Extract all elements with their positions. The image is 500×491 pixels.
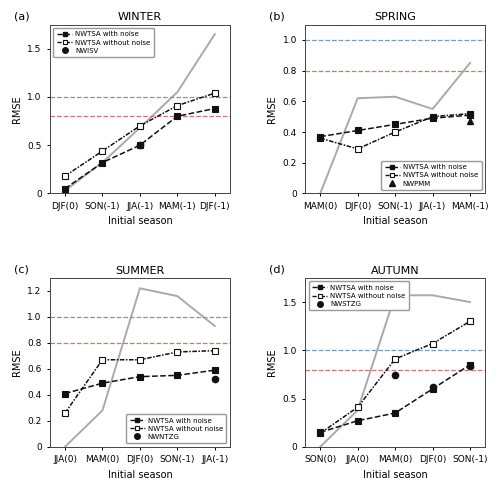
Legend: NWTSA with noise, NWTSA without noise, NWPMM: NWTSA with noise, NWTSA without noise, N…: [382, 161, 482, 190]
Text: (a): (a): [14, 11, 30, 22]
Y-axis label: RMSE: RMSE: [12, 95, 22, 123]
X-axis label: Initial season: Initial season: [362, 470, 428, 480]
Legend: NWTSA with noise, NWTSA without noise, NWSTZG: NWTSA with noise, NWTSA without noise, N…: [308, 281, 409, 310]
Title: AUTUMN: AUTUMN: [371, 266, 420, 276]
X-axis label: Initial season: Initial season: [362, 217, 428, 226]
Y-axis label: RMSE: RMSE: [267, 95, 277, 123]
Y-axis label: RMSE: RMSE: [12, 349, 22, 376]
Title: WINTER: WINTER: [118, 12, 162, 23]
Text: (c): (c): [14, 265, 29, 275]
Legend: NWTSA with noise, NWTSA without noise, NWNTZG: NWTSA with noise, NWTSA without noise, N…: [126, 414, 226, 443]
Title: SPRING: SPRING: [374, 12, 416, 23]
Text: (d): (d): [270, 265, 285, 275]
Title: SUMMER: SUMMER: [116, 266, 164, 276]
X-axis label: Initial season: Initial season: [108, 470, 172, 480]
X-axis label: Initial season: Initial season: [108, 217, 172, 226]
Legend: NWTSA with noise, NWTSA without noise, NWISV: NWTSA with noise, NWTSA without noise, N…: [54, 28, 154, 57]
Y-axis label: RMSE: RMSE: [267, 349, 277, 376]
Text: (b): (b): [270, 11, 285, 22]
